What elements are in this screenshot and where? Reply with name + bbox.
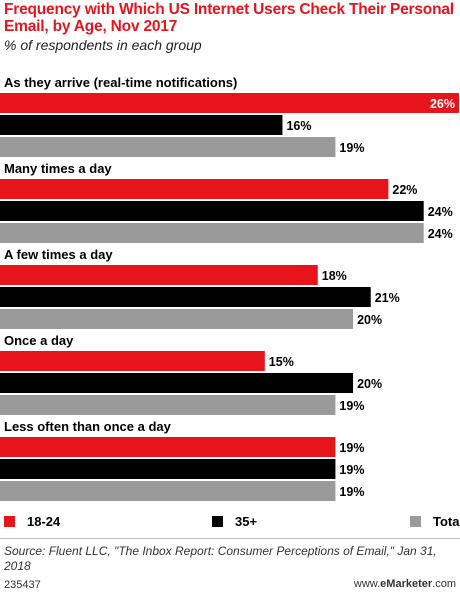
bar-a-few-times-a-day-35 xyxy=(0,287,371,307)
bar-less-often-than-once-a-day-35 xyxy=(0,459,336,479)
bar-many-times-a-day-35 xyxy=(0,201,424,221)
category-label-less-often-than-once-a-day: Less often than once a day xyxy=(4,419,172,434)
category-label-as-they-arrive-real-time-notifications: As they arrive (real-time notifications) xyxy=(4,75,237,90)
value-label-less-often-than-once-a-day-18-24: 19% xyxy=(339,441,364,455)
value-label-many-times-a-day-35: 24% xyxy=(428,205,453,219)
bar-many-times-a-day-total xyxy=(0,223,424,243)
legend-item-35-plus: 35+ xyxy=(212,514,257,529)
legend: 18-24 35+ Total xyxy=(0,514,460,532)
bar-chart: As they arrive (real-time notifications)… xyxy=(0,75,459,501)
chart-subtitle: % of respondents in each group xyxy=(4,37,202,53)
legend-item-18-24: 18-24 xyxy=(4,514,60,529)
value-label-a-few-times-a-day-total: 20% xyxy=(357,313,382,327)
value-label-as-they-arrive-real-time-notifications-18-24: 26% xyxy=(430,97,455,111)
category-label-a-few-times-a-day: A few times a day xyxy=(4,247,113,262)
bar-once-a-day-total xyxy=(0,395,336,415)
legend-swatch-total xyxy=(410,516,421,527)
value-label-as-they-arrive-real-time-notifications-35: 16% xyxy=(286,119,311,133)
legend-label-35-plus: 35+ xyxy=(235,514,258,529)
bar-a-few-times-a-day-total xyxy=(0,309,354,329)
chart-id: 235437 xyxy=(4,579,41,591)
value-label-a-few-times-a-day-18-24: 18% xyxy=(322,269,347,283)
brand-link[interactable]: www.eMarketer.com xyxy=(354,578,456,590)
bar-once-a-day-18-24 xyxy=(0,351,265,371)
brand-suffix: .com xyxy=(432,578,456,590)
legend-swatch-35-plus xyxy=(212,516,223,527)
legend-item-total: Total xyxy=(410,514,460,529)
bar-many-times-a-day-18-24 xyxy=(0,179,389,199)
bar-as-they-arrive-real-time-notifications-18-24 xyxy=(0,93,459,113)
value-label-once-a-day-total: 19% xyxy=(339,399,364,413)
value-label-once-a-day-35: 20% xyxy=(357,377,382,391)
legend-label-total: Total xyxy=(433,514,460,529)
legend-label-18-24: 18-24 xyxy=(27,514,61,529)
bar-as-they-arrive-real-time-notifications-35 xyxy=(0,115,283,135)
bar-less-often-than-once-a-day-total xyxy=(0,481,336,501)
category-label-once-a-day: Once a day xyxy=(4,333,74,348)
footer-divider xyxy=(0,538,460,539)
chart-title: Frequency with Which US Internet Users C… xyxy=(4,1,454,35)
value-label-once-a-day-18-24: 15% xyxy=(269,355,294,369)
value-label-less-often-than-once-a-day-total: 19% xyxy=(339,485,364,499)
bar-as-they-arrive-real-time-notifications-total xyxy=(0,137,336,157)
brand-prefix: www. xyxy=(353,578,381,590)
source-note: Source: Fluent LLC, "The Inbox Report: C… xyxy=(4,544,437,573)
value-label-less-often-than-once-a-day-35: 19% xyxy=(339,463,364,477)
bar-a-few-times-a-day-18-24 xyxy=(0,265,318,285)
legend-swatch-18-24 xyxy=(4,516,15,527)
value-label-a-few-times-a-day-35: 21% xyxy=(375,291,400,305)
category-label-many-times-a-day: Many times a day xyxy=(4,161,112,176)
value-label-many-times-a-day-18-24: 22% xyxy=(392,183,417,197)
value-label-as-they-arrive-real-time-notifications-total: 19% xyxy=(339,141,364,155)
bar-less-often-than-once-a-day-18-24 xyxy=(0,437,336,457)
value-label-many-times-a-day-total: 24% xyxy=(428,227,453,241)
brand-name: eMarketer xyxy=(380,578,433,590)
bar-once-a-day-35 xyxy=(0,373,354,393)
